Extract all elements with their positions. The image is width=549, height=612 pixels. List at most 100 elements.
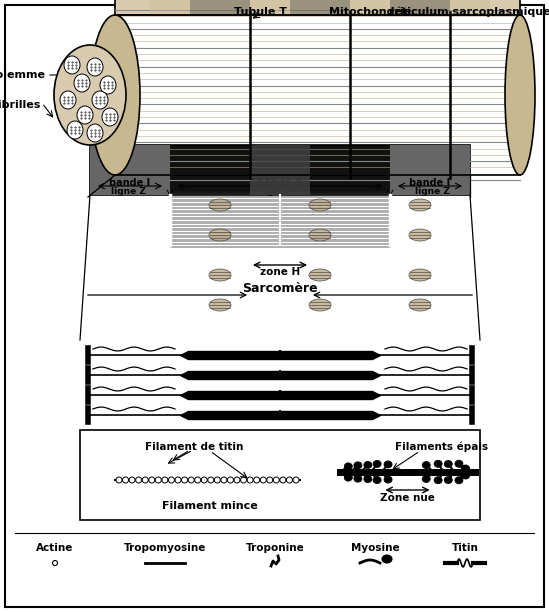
Ellipse shape — [92, 91, 108, 109]
Ellipse shape — [209, 199, 231, 211]
Ellipse shape — [60, 91, 76, 109]
Ellipse shape — [273, 477, 279, 483]
Ellipse shape — [455, 477, 463, 483]
Text: Troponine: Troponine — [245, 543, 304, 553]
Ellipse shape — [90, 15, 140, 175]
Text: bande I: bande I — [410, 178, 451, 188]
Ellipse shape — [293, 477, 299, 483]
Bar — [115, 0, 520, 15]
Ellipse shape — [240, 477, 247, 483]
Bar — [250, 145, 310, 195]
Ellipse shape — [136, 477, 142, 483]
Bar — [90, 145, 170, 195]
Ellipse shape — [155, 477, 161, 483]
Ellipse shape — [142, 477, 148, 483]
Ellipse shape — [354, 462, 362, 469]
Ellipse shape — [409, 269, 431, 281]
Ellipse shape — [409, 199, 431, 211]
Ellipse shape — [384, 476, 392, 483]
Text: ligne Z: ligne Z — [110, 187, 145, 195]
Ellipse shape — [364, 461, 372, 468]
Ellipse shape — [53, 561, 58, 565]
Ellipse shape — [462, 465, 469, 472]
Ellipse shape — [409, 229, 431, 241]
Ellipse shape — [373, 477, 381, 483]
Ellipse shape — [149, 477, 155, 483]
Ellipse shape — [100, 76, 116, 94]
Text: Sarcomère: Sarcomère — [242, 282, 318, 294]
Text: Myosine: Myosine — [351, 543, 399, 553]
Ellipse shape — [209, 299, 231, 311]
Ellipse shape — [129, 477, 135, 483]
Ellipse shape — [175, 477, 181, 483]
Ellipse shape — [309, 229, 331, 241]
Ellipse shape — [409, 299, 431, 311]
Ellipse shape — [309, 299, 331, 311]
Ellipse shape — [74, 74, 90, 92]
Ellipse shape — [444, 460, 452, 468]
Bar — [390, 0, 450, 15]
Ellipse shape — [162, 477, 168, 483]
Bar — [190, 0, 250, 15]
Ellipse shape — [354, 475, 362, 482]
Bar — [90, 145, 470, 195]
Ellipse shape — [280, 477, 286, 483]
Ellipse shape — [188, 477, 194, 483]
Text: Titin: Titin — [452, 543, 478, 553]
Ellipse shape — [455, 460, 463, 468]
Bar — [80, 430, 480, 520]
Text: bande A: bande A — [257, 178, 302, 188]
Ellipse shape — [209, 269, 231, 281]
Ellipse shape — [169, 477, 175, 483]
Ellipse shape — [208, 477, 214, 483]
Text: Mitochondrie: Mitochondrie — [329, 7, 411, 17]
Ellipse shape — [373, 460, 381, 468]
Ellipse shape — [116, 477, 122, 483]
Text: ligne Z: ligne Z — [414, 187, 450, 195]
Ellipse shape — [195, 477, 201, 483]
Bar — [450, 0, 490, 15]
Ellipse shape — [422, 461, 430, 469]
Ellipse shape — [382, 555, 392, 563]
Text: Filaments épais: Filaments épais — [395, 442, 488, 452]
Text: Zone nue: Zone nue — [380, 493, 435, 503]
Ellipse shape — [182, 477, 188, 483]
Ellipse shape — [77, 106, 93, 124]
Text: Filament de titin: Filament de titin — [145, 442, 243, 452]
Text: bande I: bande I — [109, 178, 150, 188]
Ellipse shape — [122, 477, 128, 483]
Ellipse shape — [102, 108, 118, 126]
Ellipse shape — [364, 476, 372, 482]
Ellipse shape — [444, 477, 452, 483]
Ellipse shape — [214, 477, 220, 483]
Ellipse shape — [67, 121, 83, 139]
Ellipse shape — [254, 477, 260, 483]
Text: Tropomyosine: Tropomyosine — [124, 543, 206, 553]
Ellipse shape — [434, 460, 442, 468]
Ellipse shape — [54, 45, 126, 145]
Ellipse shape — [260, 477, 266, 483]
Ellipse shape — [344, 463, 352, 470]
Ellipse shape — [287, 477, 293, 483]
Bar — [350, 0, 390, 15]
Ellipse shape — [267, 477, 273, 483]
Text: Myofibrilles: Myofibrilles — [0, 100, 40, 110]
Ellipse shape — [234, 477, 240, 483]
Ellipse shape — [462, 472, 469, 479]
Text: Sarcolemme: Sarcolemme — [0, 70, 45, 80]
Ellipse shape — [309, 269, 331, 281]
Text: zone H: zone H — [260, 267, 300, 277]
Ellipse shape — [87, 58, 103, 76]
Text: Filament mince: Filament mince — [162, 501, 258, 511]
Ellipse shape — [309, 199, 331, 211]
Ellipse shape — [227, 477, 233, 483]
Text: réticulum sarcoplasmique: réticulum sarcoplasmique — [389, 7, 549, 17]
Bar — [150, 0, 190, 15]
Ellipse shape — [344, 474, 352, 481]
Text: Actine: Actine — [36, 543, 74, 553]
Ellipse shape — [64, 56, 80, 74]
Ellipse shape — [422, 476, 430, 482]
Ellipse shape — [247, 477, 253, 483]
Bar — [290, 0, 350, 15]
Ellipse shape — [384, 461, 392, 468]
